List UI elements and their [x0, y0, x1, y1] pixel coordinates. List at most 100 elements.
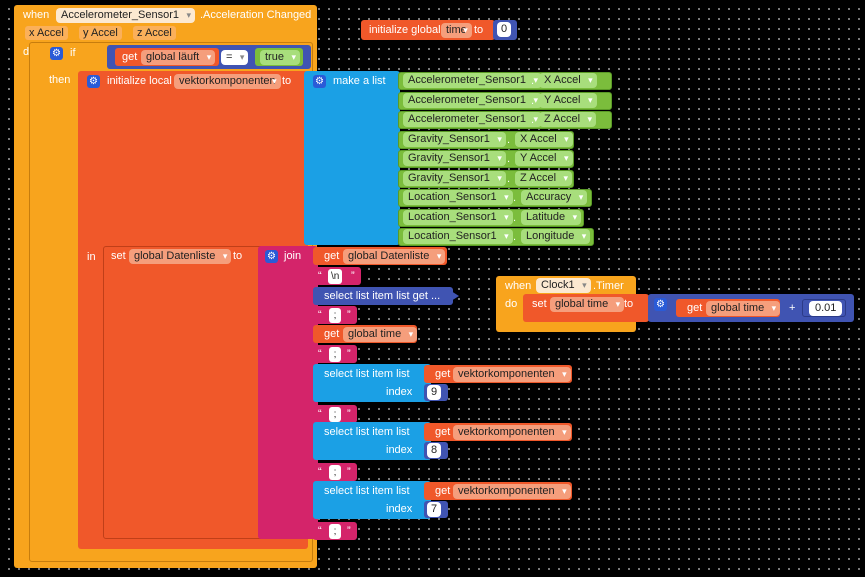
sensor-component-dropdown[interactable]: Accelerometer_Sensor1 [403, 93, 543, 108]
property-dot: . [531, 75, 535, 87]
sensor-getter-block[interactable]: Accelerometer_Sensor1. X Accel [398, 72, 612, 90]
semicolon-text-block[interactable]: “; ” [313, 306, 357, 324]
get-time-label: get [687, 302, 703, 314]
sensor-getter-block[interactable]: Accelerometer_Sensor1. Z Accel [398, 111, 612, 129]
set-time-to-label: to [624, 298, 634, 310]
semicolon-open-quote: “ [318, 408, 322, 420]
param-y-accel[interactable]: y Accel [79, 26, 122, 40]
property-dot: . [507, 134, 511, 146]
semicolon-text-field[interactable]: ; [329, 524, 341, 539]
semicolon-close-quote: ” [347, 466, 351, 478]
get-time-var-dropdown[interactable]: global time [706, 301, 781, 316]
sensor-component-dropdown[interactable]: Gravity_Sensor1 [403, 171, 506, 186]
select-list-item-block[interactable]: select list item list index get vektorkompo… [313, 422, 573, 460]
sensor-property-dropdown[interactable]: X Accel [515, 132, 573, 147]
semicolon-close-quote: ” [347, 408, 351, 420]
clock-component-dropdown[interactable]: Clock1 [536, 278, 591, 293]
select-list-frame [313, 481, 431, 519]
sensor-property-dropdown[interactable]: Y Accel [539, 93, 597, 108]
increment-value[interactable]: 0.01 [809, 301, 843, 316]
semicolon-text-block[interactable]: “; ” [313, 463, 357, 481]
vektor-var-dropdown[interactable]: vektorkomponenten [453, 425, 571, 440]
set-label: set [111, 250, 126, 262]
semicolon-text-block[interactable]: “; ” [313, 345, 357, 363]
make-list-label: make a list [333, 75, 386, 87]
global-init-block[interactable]: initialize global time to 0 [361, 20, 517, 40]
clock-when-label: when [505, 280, 532, 292]
semicolon-text-block[interactable]: “; ” [313, 405, 357, 423]
laeuft-var-dropdown[interactable]: global läuft [141, 50, 216, 65]
vektor-var-dropdown[interactable]: vektorkomponenten [453, 484, 571, 499]
index-value[interactable]: 8 [427, 443, 442, 458]
global-init-value[interactable]: 0 [497, 22, 512, 37]
clock-do-label: do [505, 298, 518, 310]
property-dot: . [513, 231, 517, 243]
sensor-property-dropdown[interactable]: Y Accel [515, 151, 573, 166]
datenliste-var-dropdown[interactable]: global Datenliste [343, 249, 446, 264]
semicolon-text-field[interactable]: ; [329, 308, 341, 323]
sensor-getter-block[interactable]: Location_Sensor1. Latitude [398, 209, 584, 227]
make-list-block[interactable]: ⚙ make a list [304, 71, 400, 245]
sensor-getter-block[interactable]: Location_Sensor1. Longitude [398, 228, 594, 246]
sensor-component-dropdown[interactable]: Accelerometer_Sensor1 [403, 73, 543, 88]
set-time-var-dropdown[interactable]: global time [550, 297, 625, 312]
sensor-getter-block[interactable]: Accelerometer_Sensor1. Y Accel [398, 92, 612, 110]
time-var-dropdown[interactable]: global time [343, 327, 418, 342]
event-component-dropdown[interactable]: Accelerometer_Sensor1 [56, 8, 196, 23]
sensor-property-dropdown[interactable]: Latitude [521, 210, 582, 225]
select-collapsed-frame [313, 287, 453, 305]
global-var-name-field[interactable]: time [441, 23, 472, 38]
sensor-component-dropdown[interactable]: Accelerometer_Sensor1 [403, 112, 543, 127]
semicolon-text-block[interactable]: “; ” [313, 522, 357, 540]
global-init-label: initialize global [369, 24, 441, 36]
clock-event-block[interactable]: when Clock1 .Timer do set global time to… [496, 276, 856, 332]
select-list-label: select list item list [324, 426, 410, 438]
true-value-dropdown[interactable]: true [260, 50, 300, 65]
param-x-accel[interactable]: x Accel [25, 26, 68, 40]
local-init-gear-icon[interactable]: ⚙ [87, 75, 100, 88]
get-time-join-block[interactable]: get global time [313, 325, 418, 343]
sensor-getter-block[interactable]: Gravity_Sensor1. Z Accel [398, 170, 574, 188]
sensor-property-dropdown[interactable]: Longitude [521, 229, 591, 244]
join-block[interactable]: ⚙ join [258, 246, 318, 539]
sensor-getter-block[interactable]: Gravity_Sensor1. Y Accel [398, 150, 574, 168]
join-gear-icon[interactable]: ⚙ [265, 250, 278, 263]
make-list-frame [304, 71, 400, 245]
select-collapsed-block[interactable]: select list item list get ... [313, 287, 459, 305]
add-gear-icon[interactable]: ⚙ [654, 298, 667, 311]
param-z-accel[interactable]: z Accel [133, 26, 176, 40]
sensor-component-dropdown[interactable]: Location_Sensor1 [403, 190, 513, 205]
newline-text-field[interactable]: \n [328, 269, 343, 284]
sensor-property-dropdown[interactable]: Z Accel [515, 171, 573, 186]
select-list-item-block[interactable]: select list item list index get vektorkompo… [313, 481, 573, 519]
index-value[interactable]: 9 [427, 385, 442, 400]
compare-operator-dropdown[interactable]: = [221, 50, 249, 65]
newline-close-quote: ” [351, 270, 355, 282]
sensor-component-dropdown[interactable]: Location_Sensor1 [403, 229, 513, 244]
compare-block[interactable]: get global läuft = true [107, 45, 311, 69]
set-var-dropdown[interactable]: global Datenliste [129, 249, 232, 264]
sensor-getter-block[interactable]: Gravity_Sensor1. X Accel [398, 131, 574, 149]
index-value[interactable]: 7 [427, 502, 442, 517]
sensor-component-dropdown[interactable]: Location_Sensor1 [403, 210, 513, 225]
newline-text-block[interactable]: “ \n ” [313, 267, 361, 285]
sensor-component-dropdown[interactable]: Gravity_Sensor1 [403, 132, 506, 147]
sensor-component-dropdown[interactable]: Gravity_Sensor1 [403, 151, 506, 166]
if-gear-icon[interactable]: ⚙ [50, 47, 63, 60]
get-datenliste-block[interactable]: get global Datenliste [313, 247, 447, 265]
get-vektor-label: get [435, 368, 451, 380]
local-var-name-field[interactable]: vektorkomponenten [174, 74, 281, 89]
select-list-item-block[interactable]: select list item list index get vektorkompo… [313, 364, 573, 402]
sensor-property-dropdown[interactable]: Accuracy [521, 190, 588, 205]
vektor-var-dropdown[interactable]: vektorkomponenten [453, 367, 571, 382]
semicolon-text-field[interactable]: ; [329, 347, 341, 362]
select-index-label: index [386, 444, 413, 456]
sensor-getter-block[interactable]: Location_Sensor1. Accuracy [398, 189, 592, 207]
make-list-gear-icon[interactable]: ⚙ [313, 75, 326, 88]
set-time-label: set [532, 298, 547, 310]
sensor-property-dropdown[interactable]: Z Accel [539, 112, 597, 127]
semicolon-text-field[interactable]: ; [329, 465, 341, 480]
sensor-property-dropdown[interactable]: X Accel [539, 73, 597, 88]
collapsed-arrow-icon [451, 291, 459, 301]
semicolon-text-field[interactable]: ; [329, 407, 341, 422]
